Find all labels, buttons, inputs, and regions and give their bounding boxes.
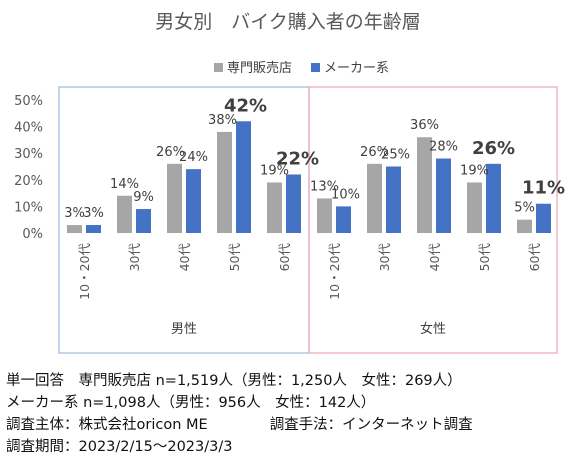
legend-label: 専門販売店 bbox=[227, 60, 292, 76]
bar-maker-4 bbox=[286, 174, 301, 233]
y-axis: 0% 10% 20% 30% 40% 50% bbox=[14, 94, 43, 242]
note-line-1: 単一回答 専門販売店 n=1,519人（男性：1,250人 女性：269人） bbox=[6, 373, 462, 389]
note-survey-body: 調査主体：株式会社oricon ME bbox=[6, 417, 208, 433]
x-tick-label: 40代 bbox=[177, 243, 192, 272]
data-label: 28% bbox=[429, 140, 458, 155]
bar-specialty-store-3 bbox=[217, 131, 232, 233]
group-label: 男性 bbox=[171, 322, 197, 337]
data-label: 26% bbox=[472, 138, 515, 159]
y-tick-label: 40% bbox=[14, 121, 43, 136]
note-line-2: メーカー系 n=1,098人（男性：956人 女性：142人） bbox=[6, 395, 376, 411]
chart-title: 男女別 バイク購入者の年齢層 bbox=[155, 11, 421, 33]
bar-specialty-store-6 bbox=[367, 163, 382, 233]
group-label: 女性 bbox=[420, 321, 446, 337]
bar-specialty-store-4 bbox=[267, 182, 282, 233]
bar-specialty-store-0 bbox=[67, 225, 82, 233]
legend-label: メーカー系 bbox=[324, 61, 389, 76]
bar-specialty-store-9 bbox=[517, 219, 532, 233]
bar-maker-8 bbox=[486, 163, 501, 233]
x-tick-label: 50代 bbox=[477, 243, 492, 272]
bar-maker-3 bbox=[236, 121, 251, 233]
x-tick-label: 10・20代 bbox=[327, 243, 342, 300]
y-tick-label: 30% bbox=[14, 147, 43, 162]
data-label: 10% bbox=[331, 187, 360, 202]
data-label: 38% bbox=[208, 113, 237, 128]
bar-specialty-store-2 bbox=[167, 163, 182, 233]
bar-maker-1 bbox=[136, 209, 151, 233]
data-label: 26% bbox=[360, 145, 389, 160]
x-tick-label: 60代 bbox=[277, 243, 292, 272]
survey-notes: 単一回答 専門販売店 n=1,519人（男性：1,250人 女性：269人） メ… bbox=[6, 370, 473, 458]
data-label: 14% bbox=[110, 177, 139, 192]
y-tick-label: 10% bbox=[14, 200, 43, 215]
data-label: 22% bbox=[276, 148, 319, 169]
data-label: 26% bbox=[156, 145, 185, 160]
bar-specialty-store-5 bbox=[317, 198, 332, 233]
data-label: 19% bbox=[460, 163, 489, 178]
data-label: 3% bbox=[83, 206, 104, 221]
x-axis: 10・20代 30代 40代 50代 60代 10・20代 30代 40代 50代 60代 bbox=[77, 243, 542, 300]
bar-maker-0 bbox=[86, 225, 101, 233]
x-tick-label: 30代 bbox=[127, 243, 142, 272]
note-survey-method: 調査手法：インターネット調査 bbox=[269, 417, 473, 433]
bar-specialty-store-7 bbox=[417, 137, 432, 233]
note-line-4: 調査期間：2023/2/15～2023/3/3 bbox=[6, 439, 233, 455]
bar-specialty-store-1 bbox=[117, 195, 132, 233]
bar-specialty-store-8 bbox=[467, 182, 482, 233]
data-label: 11% bbox=[522, 178, 565, 199]
data-label: 36% bbox=[410, 118, 439, 133]
y-tick-label: 0% bbox=[22, 227, 43, 242]
bar-maker-7 bbox=[436, 158, 451, 233]
bar-maker-2 bbox=[186, 169, 201, 233]
data-label: 13% bbox=[310, 179, 339, 194]
bar-maker-9 bbox=[536, 203, 551, 233]
data-label: 25% bbox=[381, 148, 410, 163]
data-label: 3% bbox=[64, 206, 85, 221]
y-tick-label: 20% bbox=[14, 174, 43, 189]
data-label: 42% bbox=[224, 95, 267, 116]
group-boxes: 男性 女性 bbox=[58, 86, 558, 354]
x-tick-label: 10・20代 bbox=[77, 243, 92, 300]
data-label: 19% bbox=[260, 163, 289, 178]
note-line-3: 調査主体：株式会社oricon ME 調査手法：インターネット調査 bbox=[6, 414, 473, 436]
data-label: 24% bbox=[179, 150, 208, 165]
x-tick-label: 60代 bbox=[527, 243, 542, 272]
x-tick-label: 40代 bbox=[427, 243, 442, 272]
legend-swatch bbox=[311, 63, 320, 72]
group-box-2 bbox=[308, 86, 558, 354]
legend-swatch bbox=[214, 63, 223, 72]
y-tick-label: 50% bbox=[14, 94, 43, 109]
x-tick-label: 50代 bbox=[227, 243, 242, 272]
bars bbox=[67, 121, 551, 233]
x-tick-label: 30代 bbox=[377, 243, 392, 272]
data-labels: 3%3%14%9%26%24%38%42%19%22%13%10%26%25%3… bbox=[64, 95, 565, 221]
bar-chart: 男女別 バイク購入者の年齢層 専門販売店 メーカー系 男性 女性 0% 10% 20% 3… bbox=[14, 11, 565, 354]
data-label: 9% bbox=[133, 190, 154, 205]
data-label: 5% bbox=[514, 201, 535, 216]
legend: 専門販売店 メーカー系 bbox=[214, 60, 389, 76]
bar-maker-5 bbox=[336, 206, 351, 233]
bar-maker-6 bbox=[386, 166, 401, 233]
